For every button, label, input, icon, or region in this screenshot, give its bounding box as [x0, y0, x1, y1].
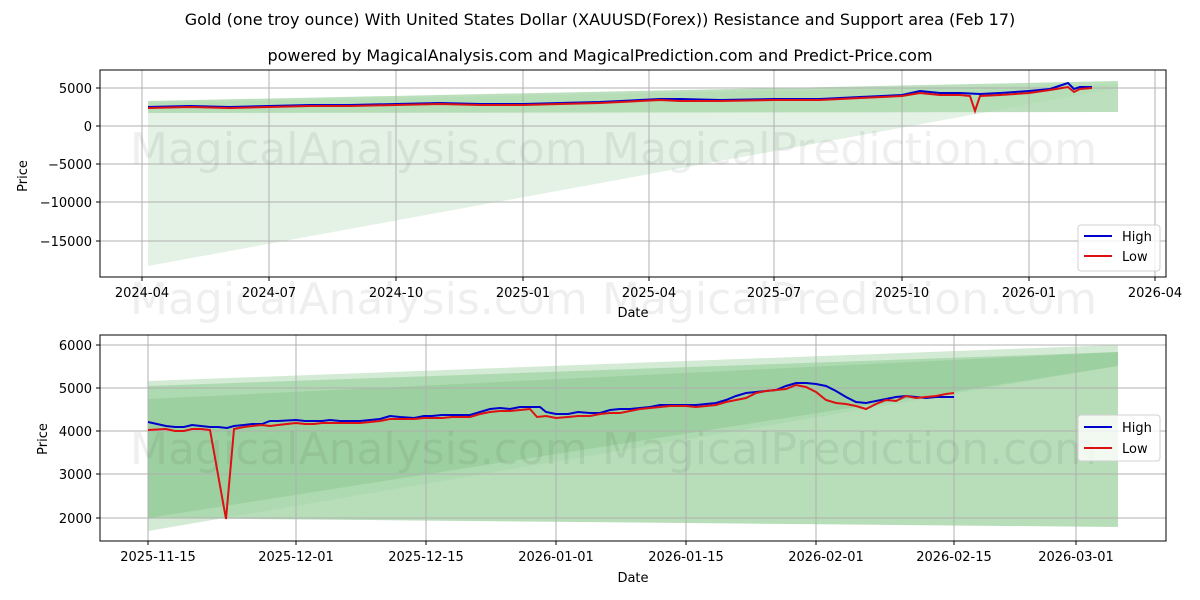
bottom-x-tick-label: 2025-11-15	[120, 550, 196, 565]
bottom-chart: MagicalAnalysis.com MagicalPrediction.co…	[36, 334, 1167, 586]
top-x-tick-label: 2024-04	[115, 286, 169, 301]
top-x-tick-label: 2026-04	[1128, 286, 1182, 301]
bottom-x-tick-label: 2026-02-15	[916, 550, 992, 565]
watermark-magical-analysis: MagicalAnalysis.com	[130, 424, 588, 475]
bottom-y-ticks	[96, 344, 100, 519]
legend-low-label: Low	[1122, 250, 1148, 265]
bottom-x-tick-label: 2026-01-15	[648, 550, 724, 565]
bottom-y-tick-label: 4000	[59, 425, 92, 440]
bottom-x-tick-label: 2025-12-01	[258, 550, 334, 565]
bottom-x-ticks	[147, 541, 1077, 545]
top-x-tick-label: 2025-04	[622, 286, 676, 301]
chart-title: Gold (one troy ounce) With United States…	[184, 10, 1016, 29]
top-y-tick-label: −5000	[48, 158, 92, 173]
chart-subtitle: powered by MagicalAnalysis.com and Magic…	[267, 46, 933, 65]
bottom-x-tick-label: 2026-03-01	[1038, 550, 1114, 565]
top-x-tick-label: 2024-10	[369, 286, 423, 301]
top-x-tick-label: 2026-01	[1002, 286, 1056, 301]
bottom-y-tick-label: 2000	[59, 512, 92, 527]
top-x-tick-label: 2025-01	[496, 286, 550, 301]
top-x-tick-label: 2025-10	[875, 286, 929, 301]
bottom-x-axis-label: Date	[617, 571, 648, 586]
top-y-tick-label: 0	[84, 120, 92, 135]
bottom-y-tick-label: 5000	[59, 382, 92, 397]
top-x-tick-label: 2025-07	[747, 286, 801, 301]
watermark-magical-prediction: MagicalPrediction.com	[602, 424, 1097, 475]
top-y-tick-label: −10000	[40, 196, 92, 211]
legend-high-label: High	[1122, 230, 1152, 245]
top-axes-frame	[99, 69, 1167, 278]
bottom-low-line	[147, 383, 955, 520]
watermark-magical-analysis: MagicalAnalysis.com	[130, 124, 588, 175]
bottom-y-tick-label: 6000	[59, 339, 92, 354]
watermark-magical-prediction: MagicalPrediction.com	[602, 274, 1097, 325]
top-projection-band	[148, 84, 1118, 266]
legend-high-label: High	[1122, 421, 1152, 436]
top-low-line	[147, 85, 1093, 115]
bottom-legend: High Low	[1077, 414, 1161, 462]
top-y-axis-label: Price	[16, 160, 31, 192]
top-x-axis-label: Date	[617, 306, 648, 321]
top-y-ticks	[96, 87, 100, 242]
bottom-gridlines	[100, 335, 1166, 541]
top-chart: MagicalAnalysis.com MagicalPrediction.co…	[16, 69, 1182, 321]
bottom-overlap-band	[148, 352, 1118, 518]
bottom-axes-frame	[99, 334, 1167, 542]
top-y-tick-label: −15000	[40, 235, 92, 250]
bottom-x-tick-label: 2026-02-01	[788, 550, 864, 565]
top-legend: High Low	[1077, 224, 1161, 272]
bottom-x-tick-label: 2025-12-15	[388, 550, 464, 565]
top-y-tick-label: 5000	[59, 82, 92, 97]
bottom-x-tick-label: 2026-01-01	[518, 550, 594, 565]
top-x-ticks	[141, 277, 1156, 281]
legend-low-label: Low	[1122, 442, 1148, 457]
watermark-magical-prediction: MagicalPrediction.com	[602, 124, 1097, 175]
bottom-high-line	[147, 382, 954, 430]
bottom-y-axis-label: Price	[36, 423, 51, 455]
top-x-tick-label: 2024-07	[242, 286, 296, 301]
bottom-y-tick-label: 3000	[59, 468, 92, 483]
watermark-magical-analysis: MagicalAnalysis.com	[130, 274, 588, 325]
